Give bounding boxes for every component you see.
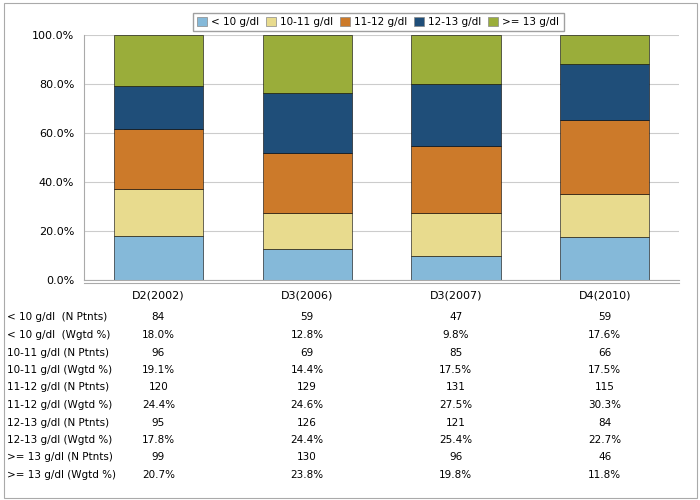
Text: 11-12 g/dl (Wgtd %): 11-12 g/dl (Wgtd %) [7,400,112,410]
Text: 84: 84 [152,312,165,322]
Text: 95: 95 [152,418,165,428]
Text: 30.3%: 30.3% [588,400,621,410]
Text: 129: 129 [298,382,317,392]
Bar [412,84,500,146]
Text: 99: 99 [152,452,165,462]
Text: 130: 130 [298,452,317,462]
Text: 27.5%: 27.5% [440,400,473,410]
Bar [113,130,203,189]
Bar [113,35,203,86]
Text: 17.8%: 17.8% [142,435,175,445]
Text: < 10 g/dl  (N Ptnts): < 10 g/dl (N Ptnts) [7,312,107,322]
Bar [560,194,650,237]
Bar [560,120,650,194]
Text: 10-11 g/dl (N Ptnts): 10-11 g/dl (N Ptnts) [7,348,109,358]
Text: 69: 69 [300,348,314,358]
Text: 47: 47 [449,312,463,322]
Text: 12-13 g/dl (Wgtd %): 12-13 g/dl (Wgtd %) [7,435,112,445]
Bar [412,256,500,280]
Text: 59: 59 [300,312,314,322]
Text: 131: 131 [446,382,466,392]
Text: 12.8%: 12.8% [290,330,323,340]
Text: 11.8%: 11.8% [588,470,621,480]
Text: < 10 g/dl  (Wgtd %): < 10 g/dl (Wgtd %) [7,330,111,340]
Text: 19.8%: 19.8% [440,470,473,480]
Text: 11-12 g/dl (N Ptnts): 11-12 g/dl (N Ptnts) [7,382,109,392]
Bar [412,35,500,84]
Text: 96: 96 [449,452,463,462]
Bar [262,153,351,214]
Legend: < 10 g/dl, 10-11 g/dl, 11-12 g/dl, 12-13 g/dl, >= 13 g/dl: < 10 g/dl, 10-11 g/dl, 11-12 g/dl, 12-13… [193,12,564,31]
Text: 25.4%: 25.4% [440,435,473,445]
Text: 22.7%: 22.7% [588,435,621,445]
Text: 18.0%: 18.0% [142,330,175,340]
Text: 24.6%: 24.6% [290,400,323,410]
Text: 115: 115 [595,382,615,392]
Text: 17.5%: 17.5% [588,365,621,375]
Bar [262,214,351,248]
Text: 46: 46 [598,452,611,462]
Text: 19.1%: 19.1% [142,365,175,375]
Text: 10-11 g/dl (Wgtd %): 10-11 g/dl (Wgtd %) [7,365,112,375]
Bar [412,146,500,213]
Bar [262,248,351,280]
Text: 66: 66 [598,348,611,358]
Text: 12-13 g/dl (N Ptnts): 12-13 g/dl (N Ptnts) [7,418,109,428]
Text: >= 13 g/dl (Wgtd %): >= 13 g/dl (Wgtd %) [7,470,116,480]
Text: 14.4%: 14.4% [290,365,323,375]
Text: 59: 59 [598,312,611,322]
Text: 96: 96 [152,348,165,358]
Text: 85: 85 [449,348,463,358]
Bar [113,86,203,130]
Text: 24.4%: 24.4% [290,435,323,445]
Bar [412,213,500,256]
Bar [113,236,203,280]
Text: 84: 84 [598,418,611,428]
Text: 23.8%: 23.8% [290,470,323,480]
Text: 121: 121 [446,418,466,428]
Bar [113,189,203,236]
Bar [262,94,351,153]
Bar [560,237,650,280]
Text: 17.6%: 17.6% [588,330,621,340]
Text: 24.4%: 24.4% [142,400,175,410]
Text: 9.8%: 9.8% [442,330,469,340]
Text: 20.7%: 20.7% [142,470,175,480]
Bar [560,64,650,120]
Text: 120: 120 [148,382,168,392]
Bar [560,35,650,64]
Text: 17.5%: 17.5% [440,365,473,375]
Text: >= 13 g/dl (N Ptnts): >= 13 g/dl (N Ptnts) [7,452,113,462]
Text: 126: 126 [298,418,317,428]
Bar [262,35,351,94]
